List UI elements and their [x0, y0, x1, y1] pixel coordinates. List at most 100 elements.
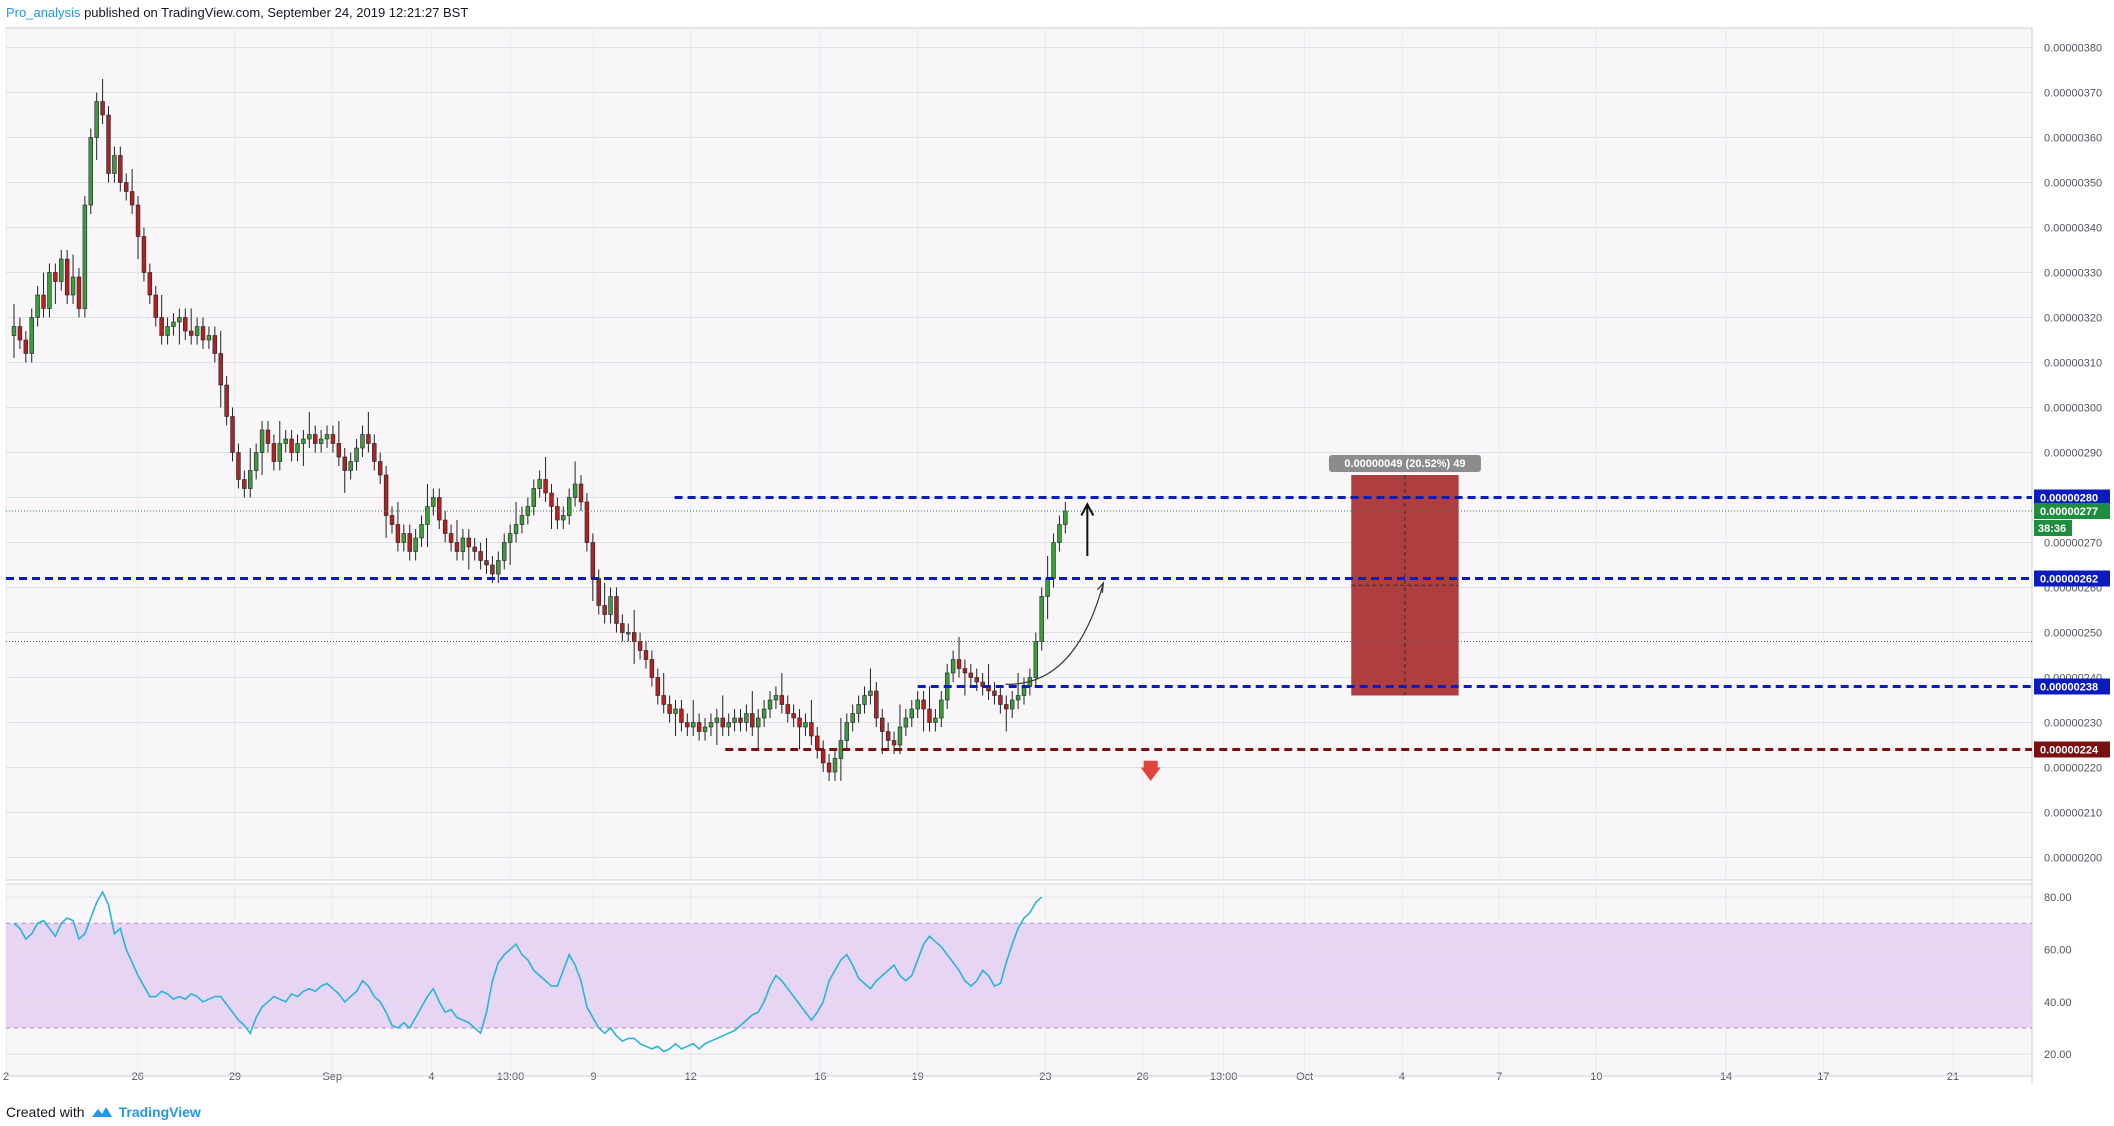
- candle-body: [177, 317, 182, 323]
- candle-body: [206, 335, 212, 341]
- candle-body: [502, 542, 507, 561]
- up-arrow-head-icon: [1080, 502, 1095, 516]
- candle-body: [767, 699, 773, 710]
- range-label-bg: [1328, 455, 1481, 472]
- candle-body: [791, 713, 796, 719]
- candle-body: [962, 668, 968, 674]
- candle-body: [685, 722, 690, 728]
- candle-body: [448, 533, 454, 543]
- price-tick-label: 0.00000200: [2044, 853, 2102, 865]
- candle-body: [360, 434, 365, 449]
- candle-body: [968, 672, 974, 678]
- price-tick-label: 0.00000330: [2044, 268, 2102, 280]
- time-tick-label: 13:00: [1210, 1071, 1238, 1083]
- candle-body: [1057, 524, 1062, 543]
- candle-body: [702, 726, 708, 732]
- price-tick-label: 0.00000310: [2044, 358, 2102, 370]
- candle-body: [230, 416, 235, 453]
- price-tick-label: 0.00000290: [2044, 448, 2102, 460]
- candle-body: [330, 434, 336, 444]
- candle-body: [336, 443, 342, 458]
- candle-body: [372, 443, 377, 462]
- level-tag-label: 0.00000262: [2040, 574, 2098, 586]
- level-tag: [2034, 678, 2110, 695]
- candle-body: [366, 434, 371, 444]
- candle-body: [431, 497, 436, 507]
- candle-body: [750, 713, 755, 728]
- candle-body: [1015, 695, 1021, 701]
- candle-body: [118, 155, 123, 183]
- author-link[interactable]: Pro_analysis: [6, 5, 81, 20]
- candle-body: [129, 191, 135, 206]
- candle-body: [496, 560, 501, 575]
- candle-body: [626, 632, 631, 635]
- candle-body: [395, 524, 401, 543]
- candle-body: [401, 533, 407, 543]
- countdown-label: 38:36: [2038, 523, 2066, 535]
- price-tick-label: 0.00000360: [2044, 133, 2102, 145]
- candle-body: [82, 204, 88, 309]
- candle-body: [880, 717, 885, 732]
- candle-body: [862, 695, 867, 705]
- candle-body: [673, 708, 678, 714]
- level-tag: [2034, 741, 2110, 758]
- candle-body: [561, 515, 566, 521]
- candle-body: [726, 722, 731, 728]
- candle-body: [755, 717, 761, 728]
- candle-body: [277, 443, 283, 462]
- candle-body: [135, 204, 141, 237]
- tradingview-logo-icon: [91, 1107, 112, 1117]
- candle-body: [1051, 542, 1056, 579]
- candle-body: [572, 483, 578, 498]
- candle-body: [41, 294, 46, 309]
- candle-body: [407, 533, 412, 552]
- candle-body: [856, 704, 861, 714]
- candle-body: [342, 456, 347, 471]
- candle-body: [643, 650, 649, 660]
- candle-body: [543, 479, 548, 494]
- price-tick-label: 0.00000210: [2044, 808, 2102, 820]
- level-tag: [2034, 489, 2110, 506]
- candle-body: [525, 506, 531, 516]
- candle-body: [377, 461, 383, 476]
- candle-body: [661, 695, 666, 705]
- candle-body: [35, 294, 40, 318]
- candle-body: [803, 722, 808, 728]
- candle-body: [708, 722, 714, 728]
- price-tick-label: 0.00000270: [2044, 538, 2102, 550]
- candle-body: [153, 294, 158, 318]
- candle-body: [295, 443, 300, 453]
- time-tick-label: 2: [3, 1071, 9, 1083]
- candle-body: [1063, 510, 1068, 525]
- candle-body: [1004, 704, 1009, 710]
- candle-body: [460, 537, 466, 552]
- candle-body: [442, 519, 448, 534]
- candle-body: [59, 258, 64, 282]
- rsi-tick-label: 40.00: [2044, 997, 2072, 1009]
- candle-body: [820, 749, 826, 764]
- candle-body: [720, 717, 725, 728]
- rsi-line: [13, 890, 1043, 1053]
- candle-body: [667, 704, 672, 714]
- tradingview-brand[interactable]: TradingView: [118, 1104, 201, 1120]
- candle-body: [578, 483, 584, 503]
- candle-body: [927, 708, 932, 723]
- candle-body: [283, 438, 288, 444]
- candle-body: [70, 276, 76, 296]
- candle-body: [956, 659, 962, 669]
- published-text: published on TradingView.com, September …: [84, 5, 469, 20]
- candle-body: [383, 474, 389, 516]
- candle-body: [318, 438, 324, 444]
- candle-body: [47, 272, 52, 309]
- time-tick-label: Sep: [322, 1071, 342, 1083]
- candle-body: [88, 137, 94, 206]
- candle-body: [696, 722, 702, 732]
- candle-body: [815, 735, 820, 750]
- candle-body: [850, 713, 855, 723]
- candle-body: [950, 659, 956, 674]
- candle-body: [106, 114, 111, 174]
- candle-body: [194, 326, 200, 336]
- candle-body: [265, 429, 271, 444]
- price-tick-label: 0.00000370: [2044, 88, 2102, 100]
